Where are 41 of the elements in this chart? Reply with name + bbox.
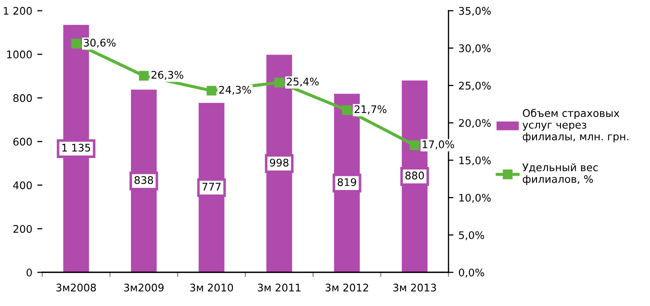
data-label: 1 135 [62,144,90,152]
y-tick-label: 600 [13,138,32,146]
data-label: 24,3% [219,86,251,95]
data-label: 998 [270,158,288,167]
point [71,38,81,48]
data-label: 30,6% [84,38,116,48]
data-label: 838 [134,176,154,184]
point [410,140,420,150]
x-tick-label: 3м2009 [124,284,164,292]
x-tick-label: 3м 2011 [258,284,300,292]
data-label: 17,0% [422,140,454,150]
y2-tick-label: 20,0% [458,119,491,128]
data-label: 21,7% [354,105,386,114]
x-tick-label: 3м 2012 [326,284,368,292]
y2-tick-label: 15,0% [459,156,491,166]
legend-label: Объем страховых услуг через филиалы, млн. грн. [522,108,628,142]
y-tick-label: 1000 [7,50,32,58]
y2-tick-label: 35,0% [459,6,491,16]
y2-tick-label: 0,0% [458,268,484,278]
point [206,86,216,96]
data-label: 777 [202,182,221,191]
x-tick-label: 3м 2013 [393,284,436,292]
y-tick-label: 800 [13,94,32,102]
y-tick-label: 1 200 [4,6,32,15]
x-tick-label: 3м 2010 [190,284,233,292]
y2-tick-label: 30,0% [459,44,491,54]
y-tick-label: 200 [13,224,32,233]
point [342,105,352,115]
point [138,70,149,81]
y-tick-label: 0 [26,268,32,276]
data-label: 819 [338,178,356,186]
x-tick-label: 3м2008 [56,284,96,292]
legend-label: Удельный вес филиалов, % [522,163,598,185]
point [274,78,284,88]
data-label: 25,4% [286,78,319,87]
data-label: 880 [405,172,424,180]
y2-tick-label: 10,0% [459,194,491,203]
y2-tick-label: 25,0% [458,82,491,91]
y2-tick-label: 5,0% [459,231,484,240]
y-tick-label: 400 [13,181,32,190]
data-label: 26,3% [152,70,184,80]
